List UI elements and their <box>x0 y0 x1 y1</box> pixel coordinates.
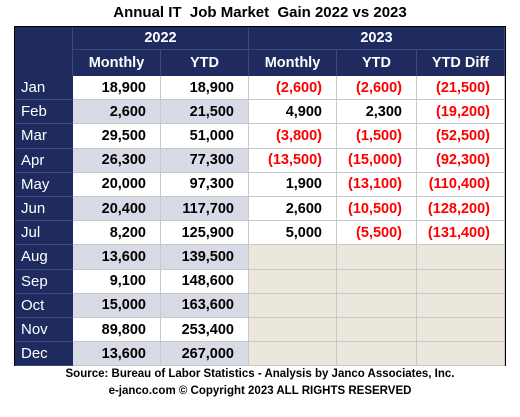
value-cell: (128,200) <box>417 197 505 222</box>
empty-cell <box>249 269 337 294</box>
row-label: Nov <box>15 318 73 343</box>
row-label: Apr <box>15 148 73 173</box>
value-cell: 139,500 <box>161 245 249 270</box>
value-cell: (13,100) <box>337 172 417 197</box>
value-cell: 1,900 <box>249 172 337 197</box>
value-cell: 117,700 <box>161 197 249 222</box>
empty-cell <box>249 245 337 270</box>
value-cell: 21,500 <box>161 100 249 125</box>
empty-cell <box>249 318 337 343</box>
value-cell: 77,300 <box>161 148 249 173</box>
value-cell: 125,900 <box>161 221 249 246</box>
value-cell: (131,400) <box>417 221 505 246</box>
empty-cell <box>417 318 505 343</box>
column-header: YTD <box>337 50 417 76</box>
value-cell: (10,500) <box>337 197 417 222</box>
value-cell: 163,600 <box>161 293 249 318</box>
row-label: Jan <box>15 76 73 101</box>
column-header: Monthly <box>73 50 161 76</box>
row-label: Jul <box>15 221 73 246</box>
value-cell: 20,000 <box>73 172 161 197</box>
value-cell: 2,300 <box>337 100 417 125</box>
empty-cell <box>337 245 417 270</box>
value-cell: 18,900 <box>161 76 249 101</box>
value-cell: (110,400) <box>417 172 505 197</box>
empty-cell <box>337 342 417 367</box>
empty-cell <box>249 293 337 318</box>
empty-cell <box>417 245 505 270</box>
value-cell: 15,000 <box>73 293 161 318</box>
value-cell: (5,500) <box>337 221 417 246</box>
value-cell: 9,100 <box>73 269 161 294</box>
empty-cell <box>249 342 337 367</box>
value-cell: 4,900 <box>249 100 337 125</box>
row-label: Oct <box>15 293 73 318</box>
value-cell: 29,500 <box>73 124 161 149</box>
row-label: Feb <box>15 100 73 125</box>
value-cell: (2,600) <box>337 76 417 101</box>
year-header: 2022 <box>73 27 249 50</box>
value-cell: 13,600 <box>73 245 161 270</box>
value-cell: (15,000) <box>337 148 417 173</box>
empty-cell <box>337 269 417 294</box>
value-cell: 20,400 <box>73 197 161 222</box>
column-header: Monthly <box>249 50 337 76</box>
row-label: May <box>15 172 73 197</box>
row-label: Mar <box>15 124 73 149</box>
empty-cell <box>337 293 417 318</box>
value-cell: 148,600 <box>161 269 249 294</box>
value-cell: 8,200 <box>73 221 161 246</box>
value-cell: 26,300 <box>73 148 161 173</box>
empty-cell <box>337 318 417 343</box>
value-cell: 89,800 <box>73 318 161 343</box>
row-label: Aug <box>15 245 73 270</box>
column-header: YTD Diff <box>417 50 505 76</box>
value-cell: 5,000 <box>249 221 337 246</box>
table: 2022 2023 Monthly YTD Monthly YTD YTD Diff Jan 1… <box>14 26 506 367</box>
column-header: YTD <box>161 50 249 76</box>
corner <box>15 27 73 76</box>
value-cell: 13,600 <box>73 342 161 367</box>
title: Annual IT Job Market Gain 2022 vs 2023 <box>113 4 407 21</box>
empty-cell <box>417 293 505 318</box>
empty-cell <box>417 269 505 294</box>
value-cell: 51,000 <box>161 124 249 149</box>
value-cell: 267,000 <box>161 342 249 367</box>
value-cell: (3,800) <box>249 124 337 149</box>
value-cell: (19,200) <box>417 100 505 125</box>
source-note: Source: Bureau of Labor Statistics - Ana… <box>65 368 455 380</box>
value-cell: (92,300) <box>417 148 505 173</box>
value-cell: (21,500) <box>417 76 505 101</box>
value-cell: 2,600 <box>73 100 161 125</box>
row-label: Dec <box>15 342 73 367</box>
row-label: Sep <box>15 269 73 294</box>
empty-cell <box>417 342 505 367</box>
copyright-note: e-janco.com © Copyright 2023 ALL RIGHTS … <box>108 385 412 397</box>
value-cell: 18,900 <box>73 76 161 101</box>
value-cell: (13,500) <box>249 148 337 173</box>
value-cell: 2,600 <box>249 197 337 222</box>
value-cell: 253,400 <box>161 318 249 343</box>
value-cell: (52,500) <box>417 124 505 149</box>
row-label: Jun <box>15 197 73 222</box>
value-cell: (2,600) <box>249 76 337 101</box>
year-header: 2023 <box>249 27 505 50</box>
value-cell: (1,500) <box>337 124 417 149</box>
value-cell: 97,300 <box>161 172 249 197</box>
